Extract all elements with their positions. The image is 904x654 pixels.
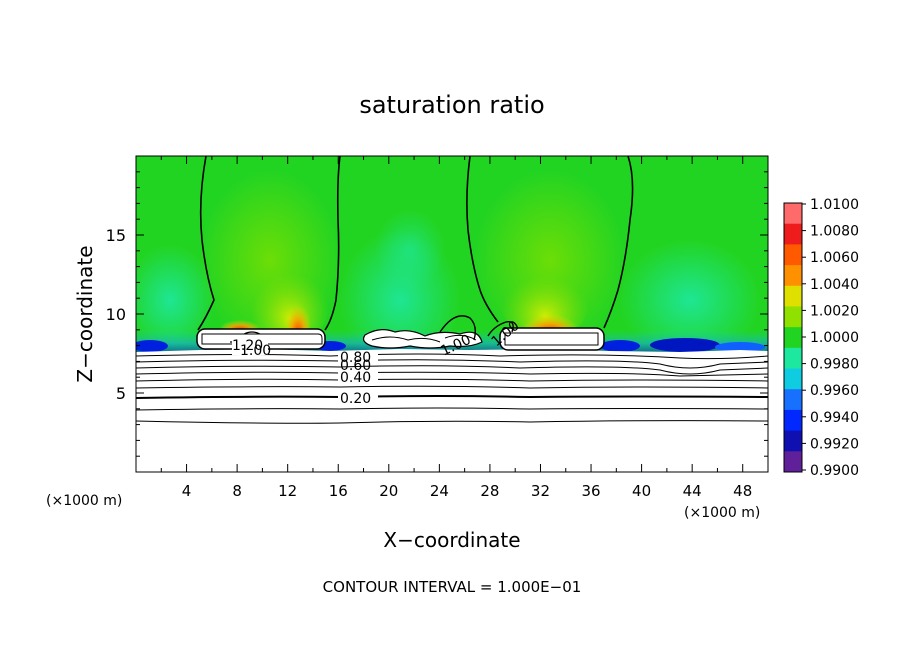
contour-interval-note: CONTOUR INTERVAL = 1.000E−01	[323, 578, 582, 596]
contour-line	[136, 378, 768, 382]
colorbar-tick-label: 1.0060	[810, 250, 859, 266]
heatmap-max-region	[284, 280, 312, 340]
contour-line	[136, 420, 768, 424]
x-tick-label: 36	[581, 482, 600, 500]
contour-line	[136, 359, 768, 369]
contour-1-00-fragment	[439, 315, 514, 341]
contour-label: 0.80	[340, 350, 371, 366]
colorbar-swatch	[784, 306, 802, 328]
colorbar-swatch	[784, 389, 802, 411]
contour-line	[136, 365, 768, 375]
colorbar-swatch	[784, 347, 802, 370]
colorbar-tick-label: 1.0020	[810, 303, 859, 319]
colorbar-swatch	[784, 285, 802, 307]
contour-label: 0.20	[340, 391, 371, 407]
colorbar-tick-label: 1.0080	[810, 224, 859, 240]
y-tick-label: 15	[106, 226, 126, 245]
x-tick-label: 44	[683, 482, 702, 500]
contour-1-00-right	[466, 156, 634, 329]
contour-line	[136, 353, 768, 360]
x-tick-label: 8	[232, 482, 242, 500]
colorbar-swatch	[784, 368, 802, 390]
colorbar-tick-label: 0.9920	[810, 436, 859, 452]
x-tick-label: 32	[531, 482, 550, 500]
y-axis-label: Z−coordinate	[73, 245, 97, 382]
heatmap-region-cyan	[136, 245, 215, 355]
colorbar-swatch	[784, 451, 802, 473]
colorbar-tick-label: 0.9980	[810, 357, 859, 373]
x-unit-right: (×1000 m)	[684, 505, 760, 521]
contour-line	[136, 395, 768, 399]
colorbar-tick-label: 0.9900	[810, 463, 859, 479]
colorbar-tick-label: 1.0040	[810, 277, 859, 293]
colorbar-tick-label: 1.0100	[810, 197, 859, 213]
x-tick-label: 16	[329, 482, 348, 500]
heatmap-max-region	[520, 300, 580, 336]
contour-line	[136, 371, 768, 377]
heatmap-min-region	[715, 342, 765, 352]
colorbar-swatch	[784, 409, 802, 432]
heatmap-region-cyan	[375, 210, 445, 290]
colorbar-swatch	[784, 430, 802, 452]
y-axis: 5 10 15	[106, 171, 768, 457]
heatmap-min-region	[650, 338, 720, 352]
x-tick-label: 48	[733, 482, 752, 500]
heatmap-min-region	[600, 340, 640, 352]
x-tick-label: 4	[182, 482, 192, 500]
x-axis-label: X−coordinate	[383, 528, 520, 552]
heatmap-max-region	[218, 312, 262, 332]
x-tick-label: 20	[379, 482, 398, 500]
colorbar-tick-label: 1.0000	[810, 330, 859, 346]
colorbar-swatch	[784, 265, 802, 287]
colorbar: 1.0100 1.0080 1.0060 1.0040 1.0020 1.0000 0.99…	[783, 197, 859, 479]
colorbar-swatch	[784, 223, 802, 245]
contour-label: 1.00	[240, 343, 271, 359]
contour-label: 1.20	[232, 338, 263, 354]
x-tick-label: 28	[480, 482, 499, 500]
colorbar-swatch	[784, 327, 802, 349]
colorbar-swatch	[784, 244, 802, 266]
colorbar-swatch	[784, 203, 802, 225]
contour-1-00-left	[197, 156, 341, 331]
subsaturated-region	[136, 349, 768, 472]
y-tick-label: 10	[106, 305, 126, 324]
x-axis: 4 8 12 16 20 24 28 32 36 40 44 48	[160, 156, 752, 500]
colorbar-tick-label: 0.9940	[810, 410, 859, 426]
heatmap-min-region	[136, 340, 168, 352]
x-tick-label: 40	[632, 482, 651, 500]
x-tick-label: 24	[430, 482, 449, 500]
heatmap-field: 1.20 1.00 0.80 0.60 0.40 0.20 1.00 1.00	[136, 156, 768, 472]
cloud-core-right-inner	[504, 332, 599, 346]
chart-title: saturation ratio	[359, 91, 544, 119]
contour-label: 0.40	[340, 370, 371, 386]
x-tick-label: 12	[278, 482, 297, 500]
cloud-core-left-inner	[201, 333, 323, 345]
x-unit-left: (×1000 m)	[46, 493, 122, 509]
contour-line	[136, 407, 768, 411]
contour-line	[136, 385, 768, 389]
colorbar-tick-label: 0.9960	[810, 383, 859, 399]
y-tick-label: 5	[116, 384, 126, 403]
